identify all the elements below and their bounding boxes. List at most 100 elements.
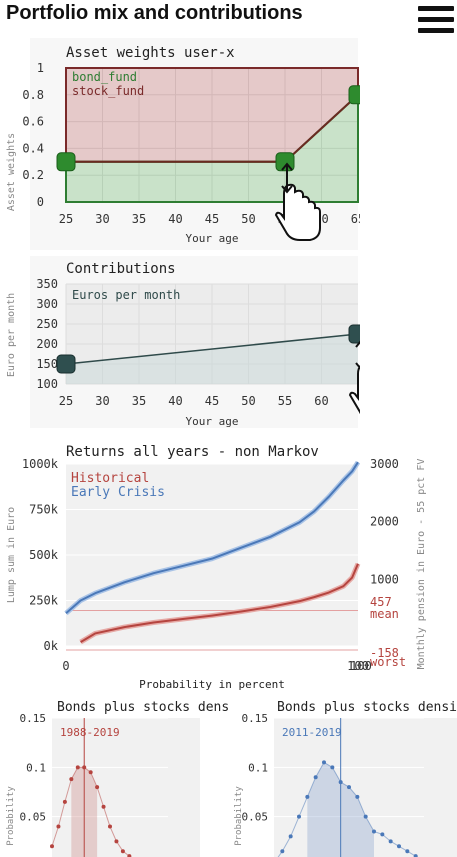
x-tick-label: 30 bbox=[95, 394, 109, 408]
legend-historical: Historical bbox=[71, 471, 149, 486]
x-tick-label: 45 bbox=[205, 212, 219, 226]
density-point bbox=[397, 844, 401, 849]
density-chart-right[interactable]: Bonds plus stocks densi 00.050.10.15 201… bbox=[228, 696, 457, 857]
early-crisis-line bbox=[65, 461, 359, 614]
contribution-line bbox=[65, 333, 359, 365]
density-point bbox=[380, 832, 385, 837]
density-point bbox=[88, 770, 93, 775]
y-tick-label: 250k bbox=[29, 594, 59, 608]
x-tick-label: 0 bbox=[62, 659, 69, 673]
x-tick-label: 50 bbox=[241, 394, 255, 408]
drag-hand-cursor-icon bbox=[274, 183, 321, 241]
hamburger-menu-icon[interactable] bbox=[418, 4, 454, 36]
density-point bbox=[405, 849, 410, 854]
y-axis-label: Euro per month bbox=[6, 293, 17, 377]
density-point bbox=[288, 834, 293, 839]
density-point bbox=[69, 777, 74, 782]
density-point bbox=[388, 839, 393, 844]
legend-stock-fund: stock_fund bbox=[72, 84, 144, 98]
density-point bbox=[75, 765, 80, 770]
contributions-chart[interactable]: Contributions 100 150 200 250 300 350 25 30 35 4… bbox=[0, 256, 360, 428]
density-point bbox=[305, 794, 310, 799]
density-point bbox=[114, 839, 119, 844]
asset-weights-chart[interactable]: Asset weights user-x 0 0.2 0.4 0.6 0.8 1 25 30… bbox=[0, 38, 360, 250]
x-axis-label: Probability in percent bbox=[139, 678, 285, 691]
y-tick-label: 0.2 bbox=[22, 168, 44, 182]
x-tick-label: 60 bbox=[314, 394, 328, 408]
density-point bbox=[95, 785, 100, 790]
density-point bbox=[82, 765, 87, 770]
chart-title: Returns all years - non Markov bbox=[66, 444, 319, 460]
y-tick-label: 150 bbox=[36, 357, 58, 371]
y-tick-label: 750k bbox=[29, 503, 59, 517]
y-tick-label: 0.1 bbox=[248, 761, 268, 774]
weight-drag-handle[interactable] bbox=[56, 152, 76, 172]
x-tick-label-overlap: 100 bbox=[350, 659, 372, 673]
density-point bbox=[108, 824, 112, 829]
x-tick-label: 35 bbox=[132, 212, 146, 226]
density-point bbox=[120, 849, 125, 854]
x-tick-label: 65 bbox=[351, 212, 360, 226]
y-tick-label: 0.1 bbox=[26, 761, 46, 774]
density-point bbox=[280, 849, 285, 854]
y-tick-label: 0.15 bbox=[242, 712, 269, 725]
density-point bbox=[101, 804, 106, 809]
y-tick-label: 0.6 bbox=[22, 115, 44, 129]
mean-value-label: 457 bbox=[370, 595, 392, 609]
density-point bbox=[313, 775, 318, 780]
density-period-label: 1988-2019 bbox=[60, 726, 120, 739]
y-tick-label: 300 bbox=[36, 297, 58, 311]
density-point bbox=[330, 765, 335, 770]
x-tick-label: 35 bbox=[132, 394, 146, 408]
drag-arrow-icon bbox=[281, 162, 293, 194]
page-title: Portfolio mix and contributions bbox=[6, 2, 303, 24]
contribution-area bbox=[66, 334, 358, 384]
y-tick-label: 250 bbox=[36, 317, 58, 331]
density-point bbox=[413, 854, 418, 857]
density-point bbox=[372, 829, 376, 834]
x-tick-label: 40 bbox=[168, 212, 182, 226]
returns-chart[interactable]: Returns all years - non Markov 0k 250k 500… bbox=[0, 436, 457, 694]
y-tick-label: 200 bbox=[36, 337, 58, 351]
x-tick-label: 30 bbox=[95, 212, 109, 226]
x-tick-label: 55 bbox=[278, 394, 292, 408]
x-tick-label: 50 bbox=[241, 212, 255, 226]
density-point bbox=[297, 814, 301, 819]
y-tick-label: 1000k bbox=[22, 457, 59, 471]
y-tick-right-label: 1000 bbox=[370, 572, 399, 586]
contribution-drag-handle[interactable] bbox=[56, 354, 76, 374]
chart-title: Contributions bbox=[66, 261, 176, 277]
y-tick-label: 0.4 bbox=[22, 141, 44, 155]
y-tick-label: 100 bbox=[36, 377, 58, 391]
chart-title: Bonds plus stocks densi bbox=[277, 700, 457, 715]
y-tick-label: 0.05 bbox=[20, 811, 47, 824]
density-chart-left[interactable]: Bonds plus stocks densi 00.050.10.15 198… bbox=[0, 696, 228, 857]
y-tick-label: 1 bbox=[37, 61, 44, 75]
drag-arrow-icon bbox=[355, 340, 360, 370]
density-point bbox=[322, 760, 326, 765]
y-tick-right-label: 2000 bbox=[370, 515, 399, 529]
y-axis-right-label: Monthly pension in Euro - 55 pct FV bbox=[416, 459, 427, 670]
x-tick-label: 45 bbox=[205, 394, 219, 408]
weight-drag-handle[interactable] bbox=[348, 85, 360, 105]
density-point bbox=[50, 844, 54, 849]
density-point bbox=[363, 814, 368, 819]
contribution-drag-handle[interactable] bbox=[348, 324, 360, 344]
y-axis-label: Asset weights bbox=[6, 133, 17, 211]
worst-value-label: -158 bbox=[370, 646, 399, 660]
x-tick-label: 40 bbox=[168, 394, 182, 408]
mean-label: mean bbox=[370, 607, 399, 621]
chart-title: Asset weights user-x bbox=[66, 45, 235, 61]
legend-bond-fund: bond_fund bbox=[72, 70, 137, 84]
historical-line bbox=[80, 563, 359, 643]
y-tick-right-label: 3000 bbox=[370, 457, 399, 471]
drag-hand-cursor-icon bbox=[348, 365, 360, 414]
x-tick-label: 25 bbox=[59, 212, 73, 226]
x-axis-label: Your age bbox=[186, 415, 239, 428]
y-tick-label: 0k bbox=[44, 639, 59, 653]
y-tick-label: 500k bbox=[29, 548, 59, 562]
density-point bbox=[127, 854, 132, 857]
chart-title: Bonds plus stocks densi bbox=[57, 700, 228, 715]
plot-area bbox=[52, 718, 200, 857]
y-tick-label: 0.05 bbox=[242, 811, 269, 824]
